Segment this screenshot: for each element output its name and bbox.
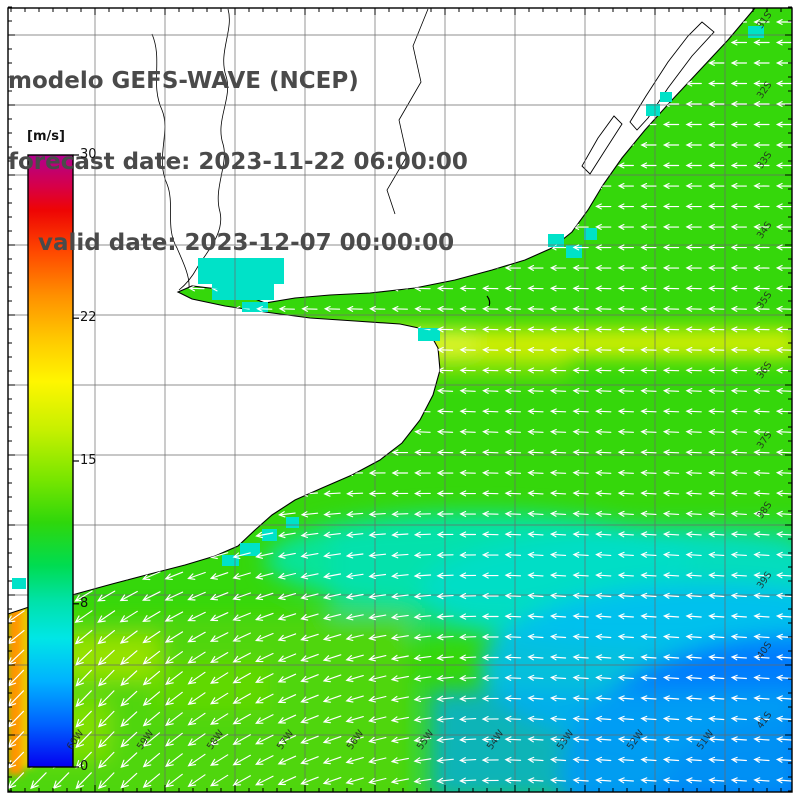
lagoon-mirim xyxy=(581,115,623,175)
valid-date: valid date: 2023-12-07 00:00:00 xyxy=(38,230,455,256)
colorbar-tick-15: 15 xyxy=(80,453,97,468)
lagoon-dos-patos xyxy=(629,21,715,131)
small-island-mark xyxy=(486,295,491,307)
colorbar-tick-30: 30 xyxy=(80,147,97,162)
colorbar-unit-label: [m/s] xyxy=(27,129,65,144)
frame-ticks xyxy=(8,6,792,792)
plot-header: modelo GEFS-WAVE (NCEP) forecast date: 2… xyxy=(8,14,468,311)
colorbar-tick-0: 0 xyxy=(80,759,89,774)
colorbar xyxy=(27,154,79,768)
colorbar-tick-8: 8 xyxy=(80,596,89,611)
colorbar-gradient xyxy=(27,154,74,768)
forecast-date: forecast date: 2023-11-22 06:00:00 xyxy=(8,149,468,175)
colorbar-tick-22: 22 xyxy=(80,310,97,325)
land-mass xyxy=(7,7,756,615)
rivers xyxy=(151,8,429,291)
model-title: modelo GEFS-WAVE (NCEP) xyxy=(8,68,359,94)
plot-frame xyxy=(7,7,793,793)
